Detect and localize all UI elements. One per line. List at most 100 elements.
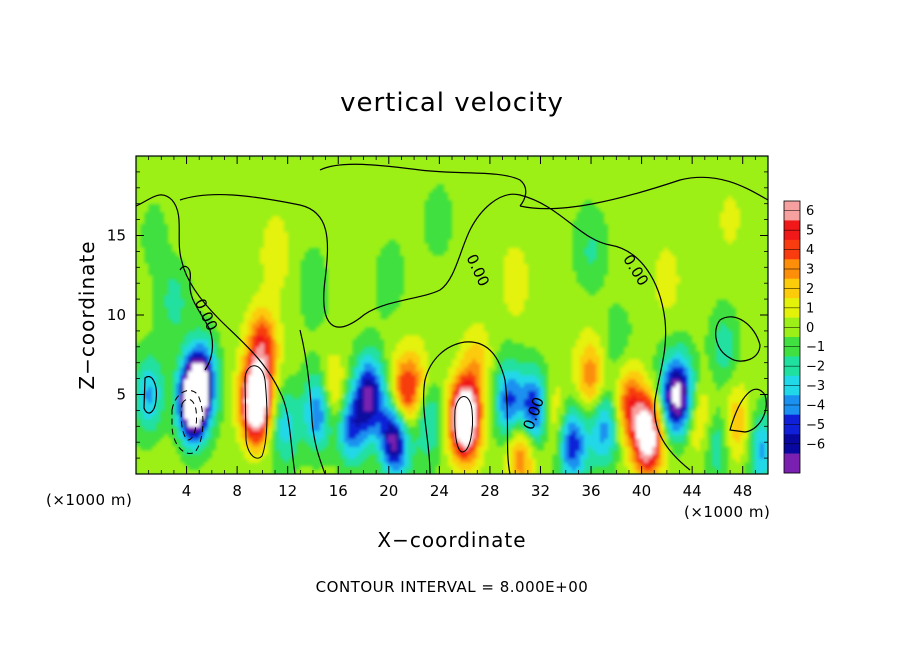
heatmap-cell xyxy=(316,326,321,332)
heatmap-cell xyxy=(324,354,329,360)
heatmap-cell xyxy=(400,207,405,213)
heatmap-cell xyxy=(340,394,345,400)
heatmap-cell xyxy=(356,450,361,455)
heatmap-cell xyxy=(356,203,361,209)
heatmap-cell xyxy=(348,271,353,276)
heatmap-cell xyxy=(364,318,369,324)
heatmap-cell xyxy=(164,163,169,169)
heatmap-cell xyxy=(408,418,413,423)
heatmap-cell xyxy=(216,470,221,474)
heatmap-cell xyxy=(380,418,385,423)
heatmap-cell xyxy=(264,215,269,221)
heatmap-cell xyxy=(260,299,265,304)
heatmap-cell xyxy=(356,271,361,276)
heatmap-cell xyxy=(148,279,153,284)
heatmap-cell xyxy=(348,346,353,352)
heatmap-cell xyxy=(276,362,281,368)
heatmap-cell xyxy=(384,350,389,356)
heatmap-cell xyxy=(188,334,193,340)
heatmap-cell xyxy=(352,430,357,435)
heatmap-cell xyxy=(200,207,205,213)
heatmap-cell xyxy=(180,386,185,392)
heatmap-cell xyxy=(176,307,181,312)
heatmap-cell xyxy=(272,239,277,245)
heatmap-cell xyxy=(280,382,285,388)
heatmap-cell xyxy=(136,283,141,288)
heatmap-cell xyxy=(184,191,189,197)
heatmap-cell xyxy=(168,307,173,312)
heatmap-cell xyxy=(348,219,353,225)
heatmap-cell xyxy=(272,386,277,392)
heatmap-cell xyxy=(400,426,405,431)
heatmap-cell xyxy=(192,330,197,336)
heatmap-cell xyxy=(184,366,189,372)
heatmap-cell xyxy=(212,303,217,308)
heatmap-cell xyxy=(404,259,409,264)
heatmap-cell xyxy=(256,454,261,459)
heatmap-cell xyxy=(272,219,277,225)
heatmap-cell xyxy=(260,179,265,185)
heatmap-cell xyxy=(444,462,449,467)
heatmap-cell xyxy=(332,227,337,233)
heatmap-cell xyxy=(436,466,441,471)
heatmap-cell xyxy=(436,366,441,372)
heatmap-cell xyxy=(232,418,237,423)
heatmap-cell xyxy=(328,267,333,272)
heatmap-cell xyxy=(392,227,397,233)
heatmap-cell xyxy=(280,263,285,268)
heatmap-cell xyxy=(352,167,357,173)
heatmap-cell xyxy=(284,295,289,300)
heatmap-cell xyxy=(344,235,349,241)
heatmap-cell xyxy=(328,227,333,233)
heatmap-cell xyxy=(268,156,273,161)
heatmap-cell xyxy=(396,307,401,312)
heatmap-cell xyxy=(412,446,417,451)
heatmap-cell xyxy=(276,283,281,288)
heatmap-cell xyxy=(356,414,361,419)
heatmap-cell xyxy=(164,171,169,177)
heatmap-cell xyxy=(172,454,177,459)
heatmap-cell xyxy=(336,362,341,368)
heatmap-cell xyxy=(140,458,145,463)
heatmap-cell xyxy=(356,255,361,260)
heatmap-cell xyxy=(344,394,349,400)
heatmap-cell xyxy=(444,446,449,451)
heatmap-cell xyxy=(172,183,177,189)
heatmap-cell xyxy=(444,470,449,474)
heatmap-cell xyxy=(208,299,213,304)
heatmap-cell xyxy=(280,259,285,264)
heatmap-cell xyxy=(232,163,237,169)
heatmap-cell xyxy=(244,303,249,308)
heatmap-cell xyxy=(276,167,281,173)
heatmap-cell xyxy=(412,287,417,292)
heatmap-cell xyxy=(140,462,145,467)
heatmap-cell xyxy=(344,291,349,296)
heatmap-cell xyxy=(348,279,353,284)
heatmap-cell xyxy=(196,470,201,474)
heatmap-cell xyxy=(192,215,197,221)
heatmap-cell xyxy=(344,299,349,304)
heatmap-cell xyxy=(212,183,217,189)
heatmap-cell xyxy=(312,382,317,388)
heatmap-cell xyxy=(200,446,205,451)
heatmap-cell xyxy=(224,430,229,435)
heatmap-cell xyxy=(164,219,169,225)
heatmap-cell xyxy=(400,454,405,459)
heatmap-cell xyxy=(380,203,385,209)
heatmap-cell xyxy=(404,330,409,336)
heatmap-cell xyxy=(308,227,313,233)
heatmap-cell xyxy=(296,311,301,316)
heatmap-cell xyxy=(240,295,245,300)
heatmap-cell xyxy=(148,378,153,384)
heatmap-cell xyxy=(404,235,409,241)
heatmap-cell xyxy=(328,259,333,264)
heatmap-cell xyxy=(188,215,193,221)
heatmap-cell xyxy=(416,191,421,197)
heatmap-cell xyxy=(252,394,257,400)
heatmap-cell xyxy=(272,418,277,423)
heatmap-cell xyxy=(376,398,381,404)
heatmap-cell xyxy=(344,175,349,181)
heatmap-cell xyxy=(400,390,405,396)
heatmap-cell xyxy=(352,442,357,447)
heatmap-cell xyxy=(412,271,417,276)
